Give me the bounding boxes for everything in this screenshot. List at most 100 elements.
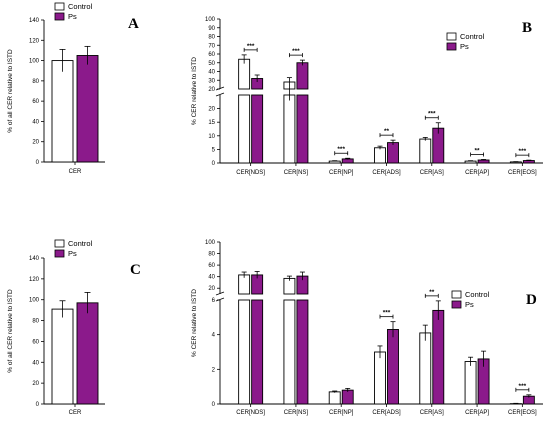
category-label-B: CER[AP] [465, 170, 489, 176]
bar-B-cerns-ps-upper [296, 62, 309, 90]
legend-label-ps: Ps [465, 300, 474, 309]
y-tick-label-B: 40 [208, 70, 215, 76]
bar-B-cernds-ps-lower [251, 94, 264, 164]
y-tick-label-A: 0 [36, 160, 40, 166]
category-label-D: CER[NDS] [236, 410, 265, 416]
y-tick-label-A: 140 [29, 18, 40, 24]
legend-swatch-ps [451, 300, 462, 309]
bar-B-cerns-control-lower [283, 94, 296, 164]
bar-A-ps [76, 55, 99, 163]
bar-D-cerap-control [464, 361, 477, 405]
y-tick-label-D: 6 [212, 298, 216, 304]
category-label-A: CER [69, 169, 82, 175]
bar-D-cernp-control [328, 391, 341, 405]
legend-swatch-control [54, 239, 65, 248]
y-tick-label-D: 40 [208, 275, 215, 281]
category-label-B: CER[NDS] [236, 170, 265, 176]
legend-swatch-control [54, 2, 65, 11]
legend-label-ps: Ps [460, 42, 469, 51]
bar-A-control [51, 60, 74, 163]
bar-B-cerads-ps [387, 142, 399, 164]
bar-D-ceras-control [419, 332, 432, 405]
axis-break-mark-D [215, 297, 225, 302]
legend-label-ps: Ps [68, 12, 77, 21]
axis-break-mark-B [215, 92, 225, 97]
y-tick-label-C: 140 [29, 256, 40, 262]
y-axis-label-D: % CER relative to ISTD [191, 289, 198, 357]
bar-C-ps [76, 302, 99, 405]
y-tick-label-C: 80 [32, 319, 39, 325]
panel-label-C: C [130, 262, 141, 278]
category-label-D: CER[ADS] [372, 410, 401, 416]
y-tick-label-C: 120 [29, 277, 40, 283]
bar-D-ceras-ps [432, 309, 445, 405]
y-tick-label-D: 60 [208, 263, 215, 269]
y-tick-label-B: 20 [208, 87, 215, 93]
chart-B: 20 30 40 50 60 70 80 90 100 0 5 10 15 20 *** CER[NDS] **… [205, 17, 543, 176]
bar-D-cerns-ps-lower [296, 299, 309, 405]
significance-marker-B: *** [292, 48, 300, 55]
y-tick-label-B: 50 [208, 61, 215, 67]
y-tick-label-B: 15 [208, 120, 215, 126]
y-tick-label-B: 70 [208, 43, 215, 49]
category-label-D: CER[NP] [329, 410, 354, 416]
category-label-D: CER[AP] [465, 410, 489, 416]
legend-swatch-ps [446, 42, 457, 51]
legend-swatch-ps [54, 249, 65, 258]
bar-D-cerns-control-lower [283, 299, 296, 405]
bar-D-cerns-control-upper [283, 277, 296, 295]
legend-label-control: Control [465, 290, 490, 299]
significance-marker-B: ** [384, 128, 390, 135]
chart-C: 0 20 40 60 80 100 120 140 CER [29, 256, 105, 416]
panel-label-B: B [522, 20, 532, 36]
panel-label-D: D [526, 292, 537, 308]
bar-D-cerads-ps [387, 329, 399, 405]
y-tick-label-D: 0 [212, 402, 216, 408]
category-label-D: CER[EOS] [508, 410, 537, 416]
legend-swatch-ps [54, 12, 65, 21]
y-tick-label-D: 100 [205, 240, 216, 246]
legend-label-control: Control [68, 2, 93, 11]
y-tick-label-D: 20 [208, 286, 215, 292]
category-label-B: CER[EOS] [508, 170, 537, 176]
significance-marker-D: *** [383, 310, 391, 317]
legend-swatch-control [451, 290, 462, 299]
y-tick-label-B: 80 [208, 35, 215, 41]
y-tick-label-A: 80 [32, 79, 39, 85]
category-label-D: CER[NS] [284, 410, 309, 416]
significance-marker-B: *** [519, 148, 527, 155]
y-tick-label-C: 0 [36, 402, 40, 408]
y-tick-label-C: 60 [32, 339, 39, 345]
axis-break-mark-D [215, 291, 225, 296]
significance-marker-D: ** [429, 289, 435, 296]
y-tick-label-B: 30 [208, 78, 215, 84]
category-label-C: CER [69, 410, 82, 416]
category-label-B: CER[ADS] [372, 170, 401, 176]
y-tick-label-B: 5 [212, 147, 216, 153]
bar-C-control [51, 308, 74, 405]
y-tick-label-A: 20 [32, 140, 39, 146]
category-label-B: CER[NP] [329, 170, 354, 176]
y-tick-label-B: 60 [208, 52, 215, 58]
significance-marker-D: *** [519, 383, 527, 390]
bar-D-cernds-control-lower [238, 299, 251, 405]
chart-A: 0 20 40 60 80 100 120 140 CER [29, 18, 105, 175]
legend-label-ps: Ps [68, 249, 77, 258]
bar-B-cernds-control-lower [238, 94, 251, 164]
y-axis-label-B: % CER relative to ISTD [191, 57, 198, 125]
bar-D-cernds-ps-lower [251, 299, 264, 405]
significance-marker-B: *** [428, 111, 436, 118]
y-tick-label-B: 10 [208, 134, 215, 140]
y-tick-label-B: 100 [205, 17, 216, 23]
y-axis-label-C: % of all CER relative to ISTD [7, 289, 14, 373]
y-tick-label-A: 40 [32, 119, 39, 125]
significance-marker-B: ** [475, 147, 481, 154]
bar-D-cernp-ps [341, 389, 354, 405]
y-tick-label-C: 40 [32, 360, 39, 366]
